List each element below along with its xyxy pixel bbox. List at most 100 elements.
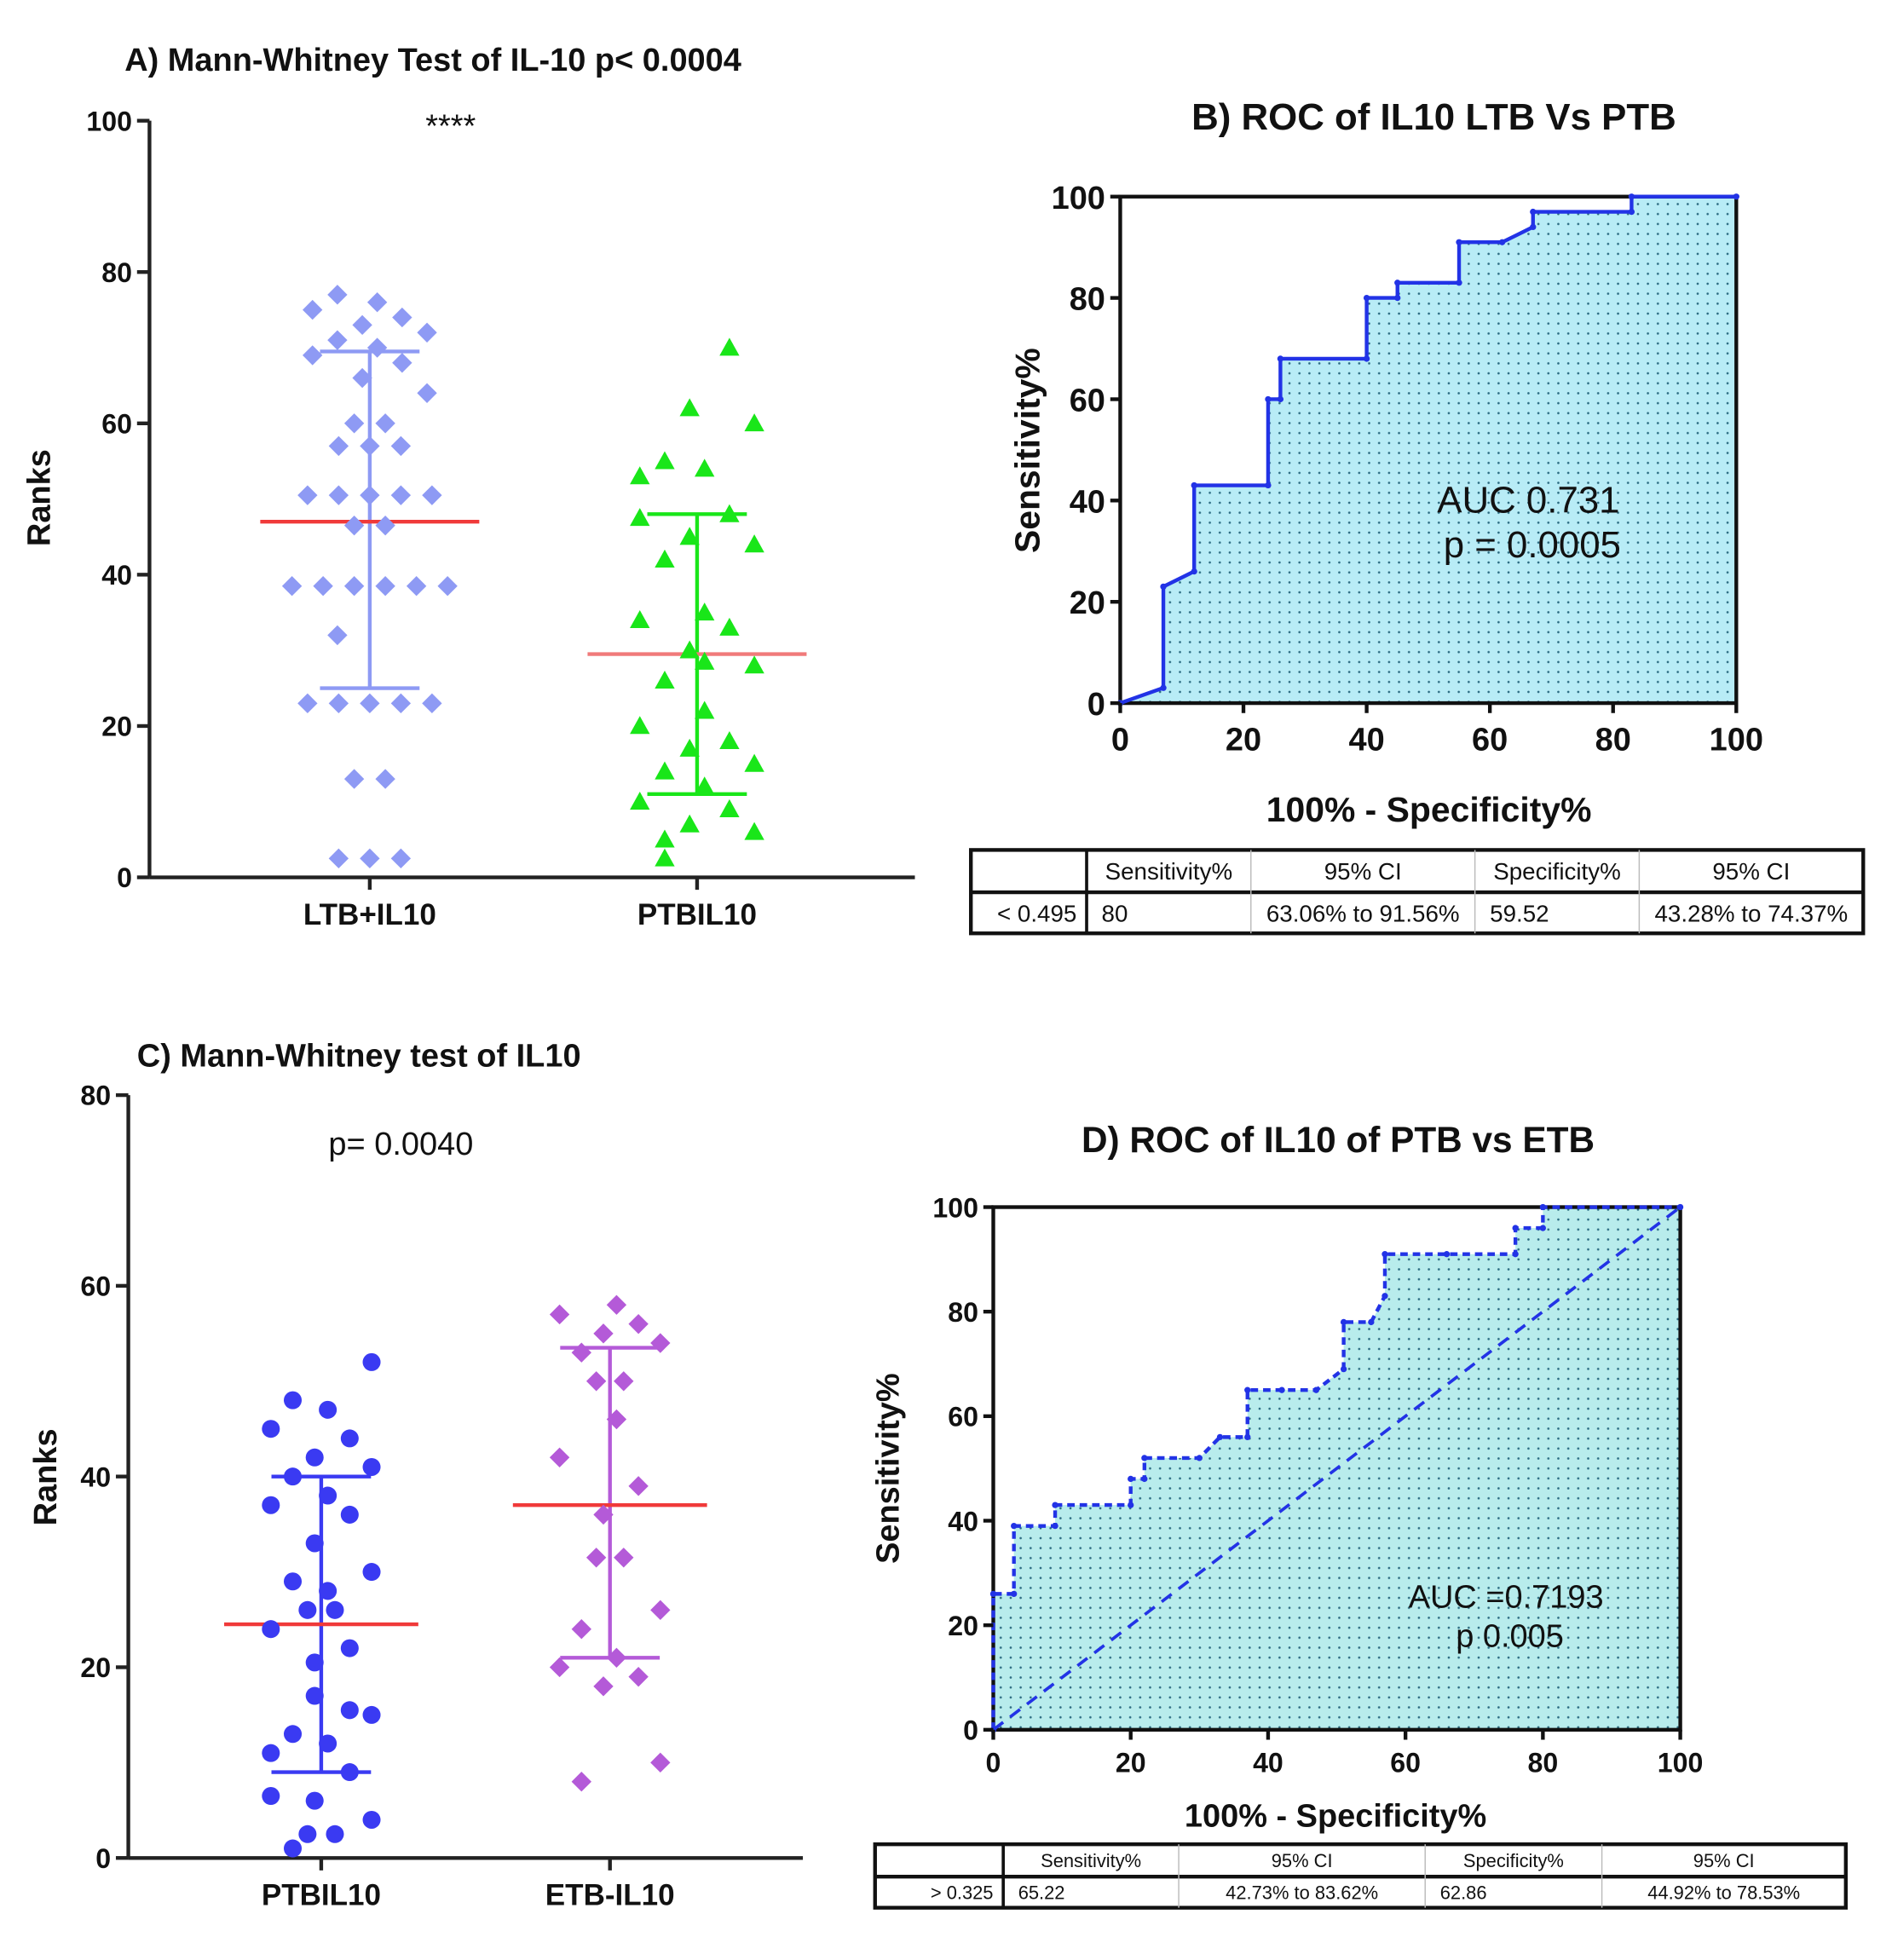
x-tick-label: ETB-IL10 <box>545 1879 675 1912</box>
roc-point <box>1196 1455 1203 1461</box>
roc-point <box>989 1590 997 1598</box>
roc-point <box>1340 1365 1347 1373</box>
x-tick-label: 20 <box>1226 723 1261 758</box>
roc-point <box>1011 1522 1018 1530</box>
roc-point <box>1244 1386 1251 1393</box>
data-point <box>262 1496 280 1514</box>
data-point <box>744 753 764 772</box>
roc-point <box>1340 1318 1347 1326</box>
data-point <box>340 1639 359 1657</box>
data-point <box>695 700 715 719</box>
data-point <box>630 508 650 527</box>
y-tick-label: 40 <box>80 1461 111 1492</box>
x-tick-label: 40 <box>1348 723 1384 758</box>
data-point <box>327 330 348 350</box>
y-tick-label: 80 <box>80 1081 111 1111</box>
data-point <box>614 1371 634 1392</box>
table-header: Specificity% <box>1493 858 1621 885</box>
data-point <box>695 602 715 621</box>
data-point <box>352 314 372 336</box>
data-point <box>650 1600 671 1621</box>
data-point <box>695 651 715 670</box>
roc-point <box>1368 1318 1375 1326</box>
data-point <box>655 761 675 780</box>
data-point <box>655 670 675 689</box>
data-point <box>406 576 427 597</box>
y-tick-label: 40 <box>1070 484 1105 520</box>
x-tick-label: PTBIL10 <box>262 1879 381 1912</box>
data-point <box>328 693 349 713</box>
roc-point <box>1265 395 1272 403</box>
data-point <box>298 1825 317 1843</box>
data-point <box>375 515 395 536</box>
roc-point <box>1265 481 1272 489</box>
data-point <box>695 776 715 795</box>
table-header: 95% CI <box>1712 858 1790 885</box>
y-tick-label: 20 <box>948 1611 978 1641</box>
x-tick-label: 60 <box>1472 723 1508 758</box>
panel-a-title: A) Mann-Whitney Test of IL-10 p< 0.0004 <box>124 43 741 78</box>
data-point <box>305 1653 324 1672</box>
data-point <box>628 1313 649 1335</box>
data-point <box>313 576 333 597</box>
x-tick-label: 0 <box>1111 723 1129 758</box>
table-cell: > 0.325 <box>931 1882 994 1903</box>
roc-point <box>1539 1225 1547 1231</box>
data-point <box>390 435 412 457</box>
data-point <box>319 1734 337 1753</box>
data-point <box>262 1620 280 1639</box>
plot-frame <box>1118 194 1739 706</box>
data-point <box>655 848 675 867</box>
x-tick-label: 20 <box>1116 1747 1146 1778</box>
data-point <box>360 848 380 869</box>
roc-point <box>1394 294 1401 302</box>
roc-point <box>1530 223 1537 231</box>
roc-point <box>1128 1475 1134 1483</box>
roc-point <box>1191 481 1197 489</box>
x-tick-label: 100 <box>1710 723 1763 758</box>
data-point <box>614 1548 634 1568</box>
data-point <box>549 1447 570 1467</box>
roc-point <box>1160 684 1167 691</box>
panel-a-ylabel: Ranks <box>22 449 58 546</box>
data-point <box>328 848 349 869</box>
data-point <box>422 485 442 505</box>
data-point <box>283 1725 303 1744</box>
data-point <box>679 398 700 417</box>
roc-point <box>1733 193 1739 200</box>
table-cell: 59.52 <box>1490 901 1549 927</box>
y-tick-label: 0 <box>963 1715 978 1746</box>
data-point <box>340 1763 359 1782</box>
roc-point <box>1394 280 1401 286</box>
table-header: Specificity% <box>1463 1850 1564 1871</box>
data-point <box>593 1504 614 1525</box>
data-point <box>340 1429 359 1448</box>
plot-frame <box>991 1205 1682 1732</box>
y-tick-label: 20 <box>80 1652 111 1683</box>
panel-a-significance: **** <box>425 109 476 145</box>
data-point <box>305 1791 324 1810</box>
panel-c-ylabel: Ranks <box>28 1428 64 1525</box>
data-point <box>297 485 318 505</box>
y-tick-label: 60 <box>1070 383 1105 419</box>
data-point <box>305 1686 324 1705</box>
data-point <box>390 485 412 505</box>
roc-point <box>1676 1203 1684 1211</box>
data-point <box>630 466 650 485</box>
data-point <box>679 640 700 659</box>
data-point <box>744 534 764 553</box>
data-point <box>630 792 650 810</box>
stats-table: Sensitivity% 95% CI Specificity% 95% CI > 0.… <box>873 1842 1848 1910</box>
data-point <box>571 1342 591 1363</box>
y-tick-label: 100 <box>1052 181 1105 216</box>
table-header: 95% CI <box>1324 858 1402 885</box>
data-point <box>679 814 700 833</box>
reference-diagonal <box>992 1206 1681 1732</box>
data-point <box>303 345 323 366</box>
data-point <box>366 337 388 358</box>
y-tick-label: 60 <box>80 1271 111 1302</box>
roc-point <box>1363 355 1370 362</box>
roc-point <box>1244 1433 1251 1441</box>
data-point <box>262 1787 280 1806</box>
